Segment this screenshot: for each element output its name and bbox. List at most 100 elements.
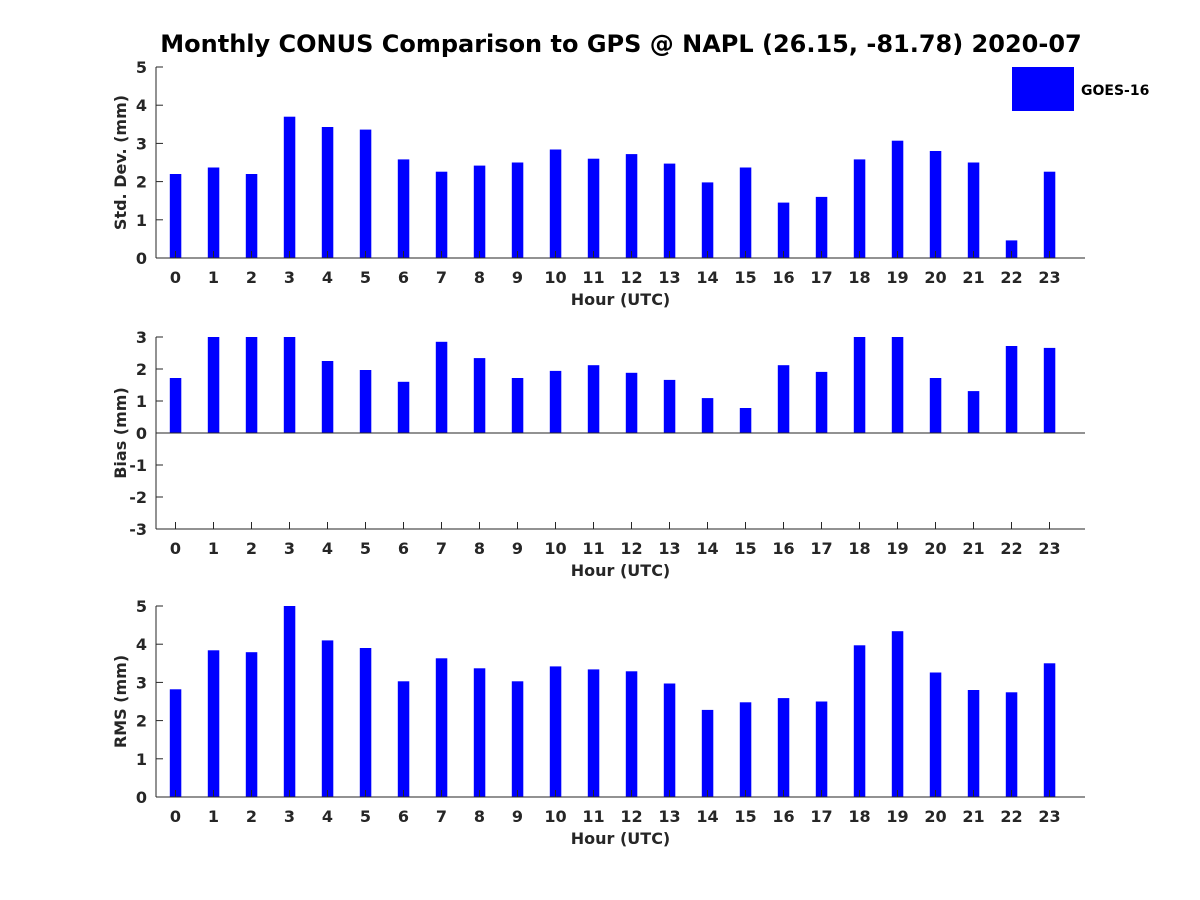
bar-1-hour-7 xyxy=(435,171,448,258)
x-tick-label-3-5: 5 xyxy=(360,807,371,826)
bar-1-hour-3 xyxy=(283,116,296,258)
x-axis-title-3: Hour (UTC) xyxy=(571,829,671,848)
x-tick-label-2-0: 0 xyxy=(170,539,181,558)
bar-1-hour-12 xyxy=(625,154,638,258)
bar-2-hour-17 xyxy=(815,371,828,433)
bar-2-hour-2 xyxy=(245,337,258,433)
bar-1-hour-5 xyxy=(359,129,372,258)
x-tick-label-1-16: 16 xyxy=(772,268,794,287)
bar-2-hour-16 xyxy=(777,365,790,433)
y-axis-title-1: Std. Dev. (mm) xyxy=(111,95,130,230)
bar-3-hour-10 xyxy=(549,666,562,797)
bar-3-hour-11 xyxy=(587,669,600,797)
x-tick-label-2-6: 6 xyxy=(398,539,409,558)
x-tick-label-3-8: 8 xyxy=(474,807,485,826)
x-tick-label-3-23: 23 xyxy=(1038,807,1060,826)
x-tick-label-1-7: 7 xyxy=(436,268,447,287)
bar-2-hour-23 xyxy=(1043,347,1056,433)
bar-1-hour-6 xyxy=(397,159,410,258)
bar-3-hour-14 xyxy=(701,709,714,797)
x-tick-label-1-20: 20 xyxy=(924,268,946,287)
y-axis-title-3: RMS (mm) xyxy=(111,655,130,748)
bar-2-hour-8 xyxy=(473,358,486,433)
bar-2-hour-10 xyxy=(549,370,562,433)
bar-1-hour-1 xyxy=(207,167,220,258)
x-tick-label-1-2: 2 xyxy=(246,268,257,287)
x-tick-label-3-20: 20 xyxy=(924,807,946,826)
bar-3-hour-17 xyxy=(815,701,828,797)
x-tick-label-2-20: 20 xyxy=(924,539,946,558)
x-tick-label-1-21: 21 xyxy=(962,268,984,287)
legend-swatch-goes-16 xyxy=(1012,67,1074,111)
bar-1-hour-13 xyxy=(663,163,676,258)
bar-1-hour-19 xyxy=(891,140,904,258)
bar-2-hour-3 xyxy=(283,337,296,433)
y-tick-label-3-5: 5 xyxy=(136,597,147,616)
bar-3-hour-15 xyxy=(739,702,752,797)
x-tick-label-3-6: 6 xyxy=(398,807,409,826)
x-tick-label-1-12: 12 xyxy=(620,268,642,287)
x-tick-label-2-9: 9 xyxy=(512,539,523,558)
x-tick-label-2-23: 23 xyxy=(1038,539,1060,558)
bar-1-hour-8 xyxy=(473,165,486,258)
x-tick-label-2-14: 14 xyxy=(696,539,718,558)
y-tick-label-3-0: 0 xyxy=(136,788,147,807)
x-tick-label-2-11: 11 xyxy=(582,539,604,558)
bar-1-hour-0 xyxy=(169,174,182,258)
x-tick-label-1-17: 17 xyxy=(810,268,832,287)
y-tick-label-1-4: 4 xyxy=(136,96,147,115)
bar-2-hour-21 xyxy=(967,391,980,433)
x-tick-label-3-18: 18 xyxy=(848,807,870,826)
y-tick-label-2-2: -1 xyxy=(129,456,147,475)
x-tick-label-2-4: 4 xyxy=(322,539,333,558)
x-tick-label-3-11: 11 xyxy=(582,807,604,826)
y-tick-label-2-6: 3 xyxy=(136,328,147,347)
x-tick-label-2-10: 10 xyxy=(544,539,566,558)
y-tick-label-2-3: 0 xyxy=(136,424,147,443)
y-tick-label-2-1: -2 xyxy=(129,488,147,507)
x-tick-label-2-12: 12 xyxy=(620,539,642,558)
bar-3-hour-21 xyxy=(967,690,980,797)
bar-1-hour-4 xyxy=(321,127,334,258)
bar-3-hour-2 xyxy=(245,652,258,797)
x-tick-label-1-15: 15 xyxy=(734,268,756,287)
x-tick-label-2-15: 15 xyxy=(734,539,756,558)
bar-3-hour-8 xyxy=(473,668,486,797)
y-tick-label-1-5: 5 xyxy=(136,58,147,77)
x-tick-label-2-22: 22 xyxy=(1000,539,1022,558)
x-tick-label-3-15: 15 xyxy=(734,807,756,826)
bar-2-hour-18 xyxy=(853,337,866,433)
x-tick-label-2-19: 19 xyxy=(886,539,908,558)
y-axis-title-2: Bias (mm) xyxy=(111,387,130,479)
x-tick-label-1-0: 0 xyxy=(170,268,181,287)
bar-2-hour-11 xyxy=(587,365,600,433)
bar-1-hour-21 xyxy=(967,162,980,258)
x-tick-label-3-0: 0 xyxy=(170,807,181,826)
bar-3-hour-3 xyxy=(283,606,296,797)
x-tick-label-2-1: 1 xyxy=(208,539,219,558)
x-tick-label-1-14: 14 xyxy=(696,268,718,287)
bar-1-hour-22 xyxy=(1005,240,1018,258)
bar-3-hour-16 xyxy=(777,698,790,797)
bar-1-hour-17 xyxy=(815,196,828,258)
bar-3-hour-4 xyxy=(321,640,334,797)
bar-2-hour-22 xyxy=(1005,346,1018,433)
y-tick-label-3-3: 3 xyxy=(136,673,147,692)
x-tick-label-1-8: 8 xyxy=(474,268,485,287)
bar-1-hour-16 xyxy=(777,202,790,258)
y-tick-label-2-5: 2 xyxy=(136,360,147,379)
x-tick-label-2-3: 3 xyxy=(284,539,295,558)
x-tick-label-1-22: 22 xyxy=(1000,268,1022,287)
x-tick-label-1-18: 18 xyxy=(848,268,870,287)
bar-2-hour-4 xyxy=(321,361,334,433)
bar-2-hour-13 xyxy=(663,379,676,433)
bar-2-hour-0 xyxy=(169,378,182,433)
bar-2-hour-9 xyxy=(511,378,524,433)
bar-3-hour-6 xyxy=(397,681,410,797)
bar-1-hour-10 xyxy=(549,149,562,258)
bar-2-hour-20 xyxy=(929,378,942,433)
x-tick-label-3-16: 16 xyxy=(772,807,794,826)
bar-1-hour-15 xyxy=(739,167,752,258)
